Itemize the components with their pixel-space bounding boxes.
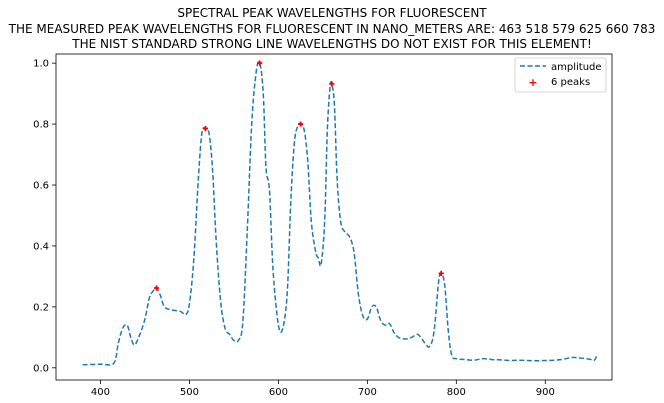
y-tick-label: 0.0: [33, 363, 49, 374]
y-tick-label: 0.4: [33, 241, 49, 252]
peak-marker: [153, 285, 160, 291]
y-tick-label: 0.6: [33, 181, 49, 192]
peak-marker: [202, 126, 209, 132]
legend-peaks-label: 6 peaks: [551, 77, 590, 88]
title-line-2: THE MEASURED PEAK WAVELENGTHS FOR FLUORE…: [8, 22, 656, 36]
x-tick-label: 400: [91, 387, 110, 398]
x-tick-label: 800: [447, 387, 466, 398]
legend: amplitude + 6 peaks: [514, 57, 607, 93]
x-axis: 400 500 600 700 800 900: [91, 380, 555, 398]
x-tick-label: 900: [536, 387, 555, 398]
y-tick-label: 1.0: [33, 59, 49, 70]
peak-marker: [257, 60, 263, 66]
title-line-3: THE NIST STANDARD STRONG LINE WAVELENGTH…: [71, 37, 592, 51]
plot-frame: [55, 53, 613, 381]
title-line-1: SPECTRAL PEAK WAVELENGTHS FOR FLUORESCEN…: [177, 6, 487, 20]
y-axis: 0.0 0.2 0.4 0.6 0.8 1.0: [33, 59, 56, 374]
peak-marker: [438, 270, 444, 276]
legend-amplitude-label: amplitude: [551, 62, 602, 73]
legend-peaks-swatch: +: [528, 76, 537, 89]
y-tick-label: 0.8: [33, 120, 49, 131]
x-tick-label: 500: [180, 387, 199, 398]
x-tick-label: 700: [358, 387, 377, 398]
x-tick-label: 600: [269, 387, 288, 398]
chart-title: SPECTRAL PEAK WAVELENGTHS FOR FLUORESCEN…: [8, 6, 656, 51]
peak-marker: [298, 121, 304, 127]
amplitude-series-line: [82, 60, 598, 366]
peak-marker: [329, 81, 335, 87]
y-tick-label: 0.2: [33, 302, 49, 313]
peak-markers: [153, 60, 444, 291]
